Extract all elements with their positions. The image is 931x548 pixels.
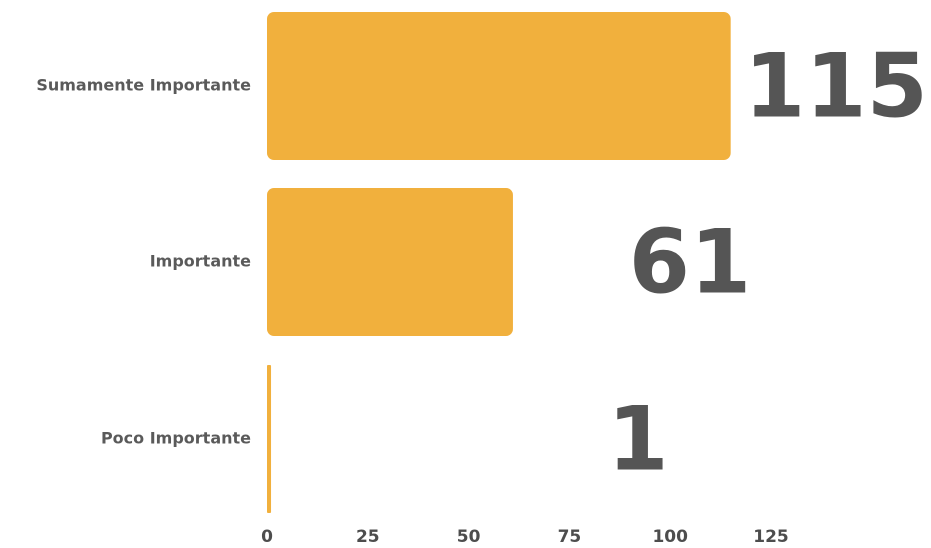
data-label: 61	[629, 211, 751, 314]
bar-3	[267, 365, 272, 513]
bars-layer	[267, 12, 731, 513]
x-tick-label: 75	[558, 527, 582, 547]
data-label: 115	[744, 35, 928, 138]
category-label: Sumamente Importante	[36, 76, 251, 95]
bar-1	[267, 12, 731, 160]
x-tick-label: 50	[457, 527, 481, 547]
bar-2	[267, 188, 513, 336]
x-tick-label: 25	[356, 527, 380, 547]
x-axis-tick-labels: 0 25 50 75 100 125	[261, 527, 789, 547]
category-label: Importante	[150, 252, 251, 271]
value-labels: 115 61 1	[607, 35, 927, 491]
data-label: 1	[607, 388, 668, 491]
x-tick-label: 0	[261, 527, 273, 547]
category-label: Poco Importante	[101, 429, 251, 448]
category-labels: Sumamente Importante Importante Poco Impor…	[36, 76, 251, 448]
x-tick-label: 100	[652, 527, 688, 547]
x-tick-label: 125	[753, 527, 789, 547]
